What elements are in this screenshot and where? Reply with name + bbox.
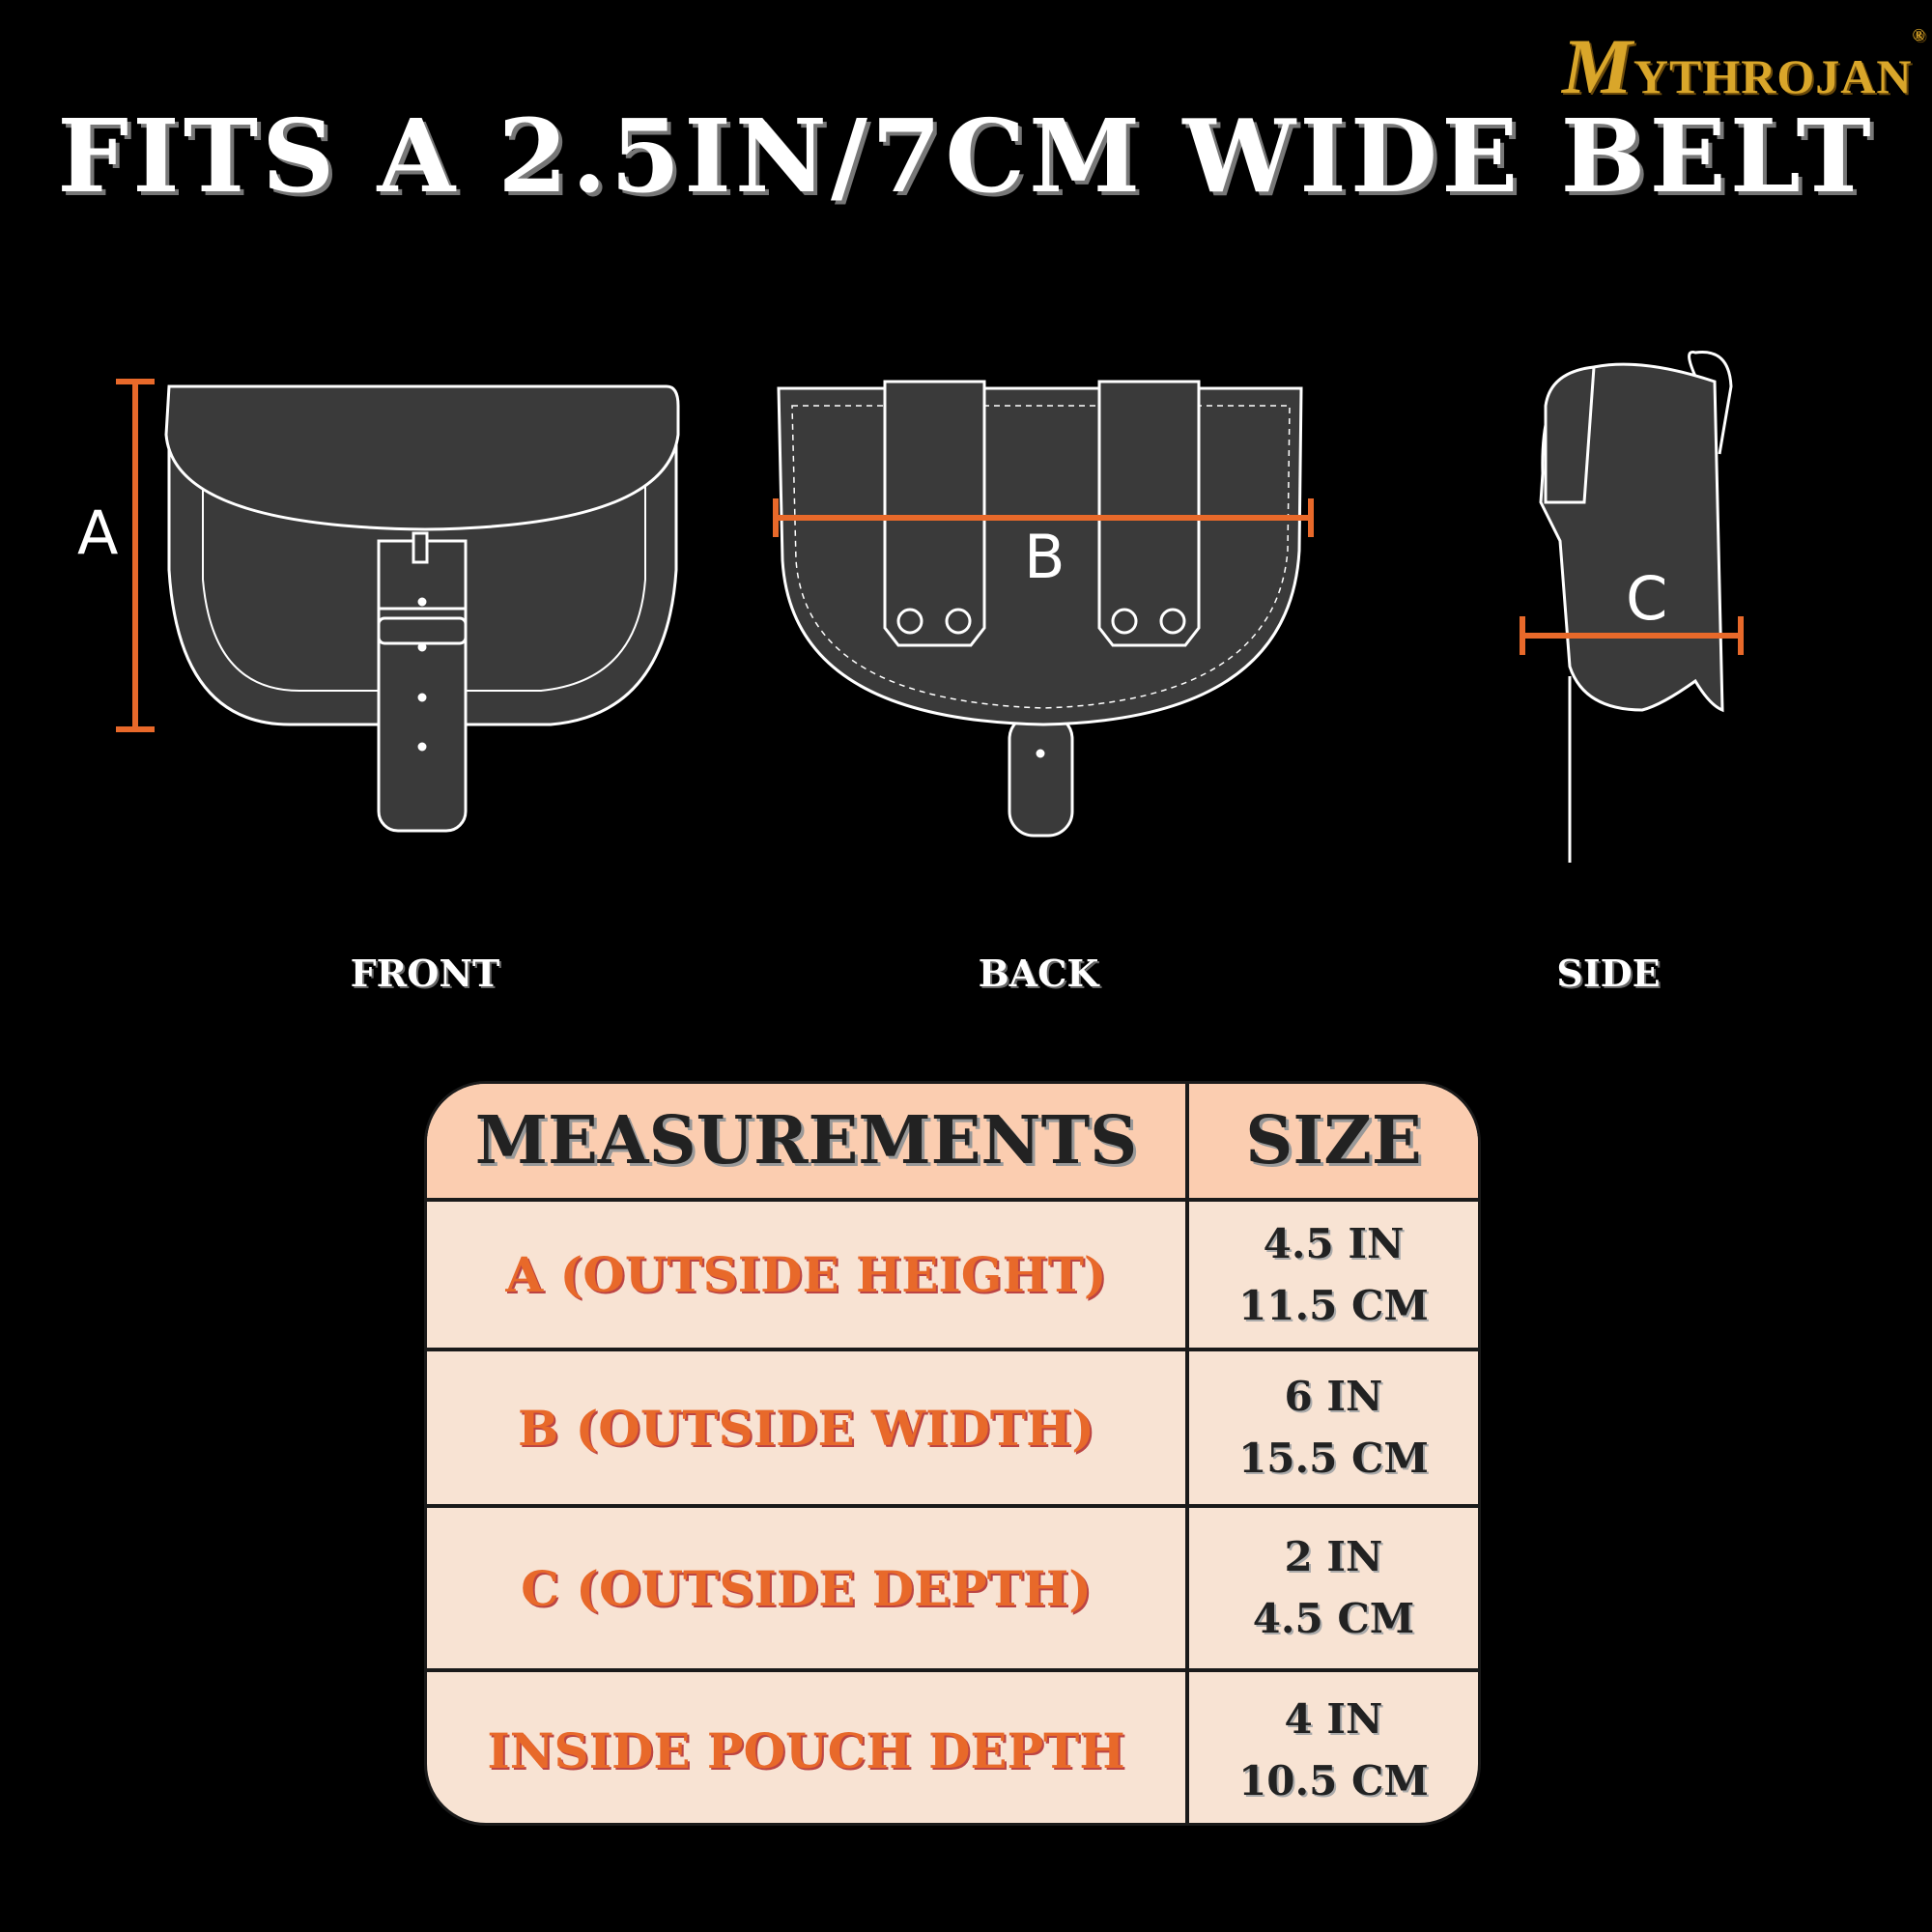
size-inches: 4 IN bbox=[1284, 1695, 1383, 1743]
size-cm: 4.5 CM bbox=[1252, 1595, 1415, 1642]
measurement-label: B (OUTSIDE WIDTH) bbox=[517, 1399, 1095, 1457]
brand-logo: MYTHROJAN® bbox=[1562, 22, 1926, 110]
size-cm: 10.5 CM bbox=[1238, 1757, 1429, 1804]
measurements-table: MEASUREMENTS SIZE A (OUTSIDE HEIGHT) 4.5… bbox=[424, 1081, 1481, 1826]
dimension-line-a bbox=[116, 379, 155, 732]
size-cm: 11.5 CM bbox=[1238, 1281, 1429, 1329]
dimension-line-b bbox=[773, 498, 1314, 537]
table-row: INSIDE POUCH DEPTH 4 IN 10.5 CM bbox=[427, 1672, 1478, 1823]
side-pouch bbox=[1539, 350, 1733, 863]
size-cm: 15.5 CM bbox=[1238, 1435, 1429, 1482]
measurement-label: C (OUTSIDE DEPTH) bbox=[521, 1559, 1092, 1617]
front-pouch bbox=[164, 384, 680, 833]
size-inches: 4.5 IN bbox=[1263, 1219, 1405, 1267]
dimension-label-a: A bbox=[77, 497, 119, 568]
dimension-line-c bbox=[1520, 616, 1744, 655]
measurement-label: A (OUTSIDE HEIGHT) bbox=[505, 1246, 1107, 1303]
size-inches: 2 IN bbox=[1284, 1533, 1383, 1580]
page-title: FITS A 2.5IN/7CM WIDE BELT bbox=[57, 97, 1875, 215]
header-measurements: MEASUREMENTS bbox=[474, 1102, 1138, 1179]
view-label-side: SIDE bbox=[1556, 952, 1661, 995]
back-pouch bbox=[777, 380, 1303, 838]
measurement-label: INSIDE POUCH DEPTH bbox=[487, 1721, 1125, 1779]
size-inches: 6 IN bbox=[1284, 1373, 1383, 1420]
view-label-back: BACK bbox=[978, 952, 1099, 995]
dimension-label-c: C bbox=[1626, 563, 1668, 634]
table-header: MEASUREMENTS SIZE bbox=[427, 1084, 1478, 1202]
view-label-front: FRONT bbox=[350, 952, 500, 995]
dimension-label-b: B bbox=[1024, 522, 1065, 592]
header-size: SIZE bbox=[1245, 1102, 1422, 1179]
table-row: A (OUTSIDE HEIGHT) 4.5 IN 11.5 CM bbox=[427, 1202, 1478, 1351]
table-row: C (OUTSIDE DEPTH) 2 IN 4.5 CM bbox=[427, 1508, 1478, 1672]
table-row: B (OUTSIDE WIDTH) 6 IN 15.5 CM bbox=[427, 1351, 1478, 1508]
